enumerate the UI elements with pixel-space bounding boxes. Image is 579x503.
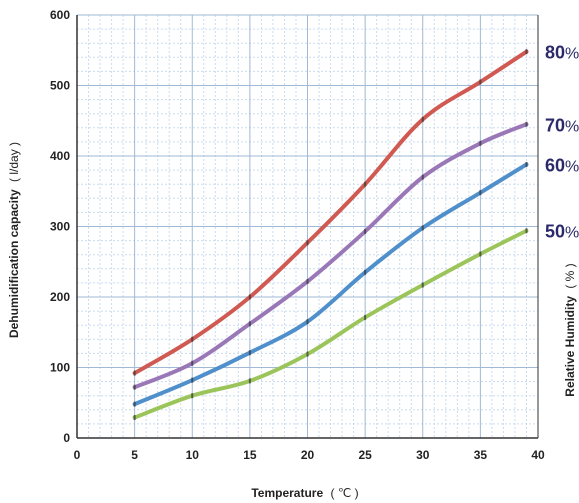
y-tick-label: 300 xyxy=(50,220,70,234)
series-point-50 xyxy=(479,251,482,257)
y-tick-label: 400 xyxy=(50,149,70,163)
series-point-80 xyxy=(479,79,482,85)
series-point-70 xyxy=(479,140,482,146)
y-axis-label: Dehumidification capacity xyxy=(7,189,21,338)
humidity-label-value: 60 xyxy=(545,155,565,175)
x-tick-label: 5 xyxy=(131,448,138,462)
y-tick-label: 100 xyxy=(50,361,70,375)
humidity-label-percent: % xyxy=(565,118,579,135)
series-point-60 xyxy=(364,269,367,275)
series-point-80 xyxy=(306,240,309,246)
humidity-label-value: 50 xyxy=(545,222,565,242)
x-tick-label: 40 xyxy=(531,448,545,462)
x-axis-title: Temperature ( ℃ ) xyxy=(251,486,358,500)
series-point-50 xyxy=(133,415,136,421)
y-axis-title: Dehumidification capacity ( l/day ) xyxy=(7,142,21,338)
x-tick-label: 30 xyxy=(416,448,430,462)
y-tick-label: 200 xyxy=(50,290,70,304)
series-line-50 xyxy=(132,228,529,420)
x-tick-label: 15 xyxy=(243,448,257,462)
humidity-labels: 80%70%60%50% xyxy=(545,43,579,242)
x-tick-label: 0 xyxy=(74,448,81,462)
series-point-70 xyxy=(191,360,194,366)
series-point-50 xyxy=(306,351,309,357)
humidity-label-percent: % xyxy=(565,225,579,242)
series-point-80 xyxy=(421,116,424,122)
series-point-50 xyxy=(248,378,251,384)
series-point-60 xyxy=(479,190,482,196)
humidity-label-80: 80% xyxy=(545,43,579,63)
x-tick-label: 20 xyxy=(301,448,315,462)
x-tick-label: 10 xyxy=(186,448,200,462)
humidity-label-percent: % xyxy=(565,158,579,175)
axes xyxy=(76,15,539,439)
series-point-80 xyxy=(248,294,251,300)
series-point-70 xyxy=(248,321,251,327)
humidity-label-value: 70 xyxy=(545,115,565,135)
series-point-70 xyxy=(421,174,424,180)
series-point-60 xyxy=(525,161,528,167)
series-line-80 xyxy=(132,49,529,376)
series-point-70 xyxy=(364,228,367,234)
series-point-50 xyxy=(525,228,528,234)
y-tick-label: 500 xyxy=(50,79,70,93)
series-lines xyxy=(132,49,529,420)
x-tick-label: 35 xyxy=(474,448,488,462)
series-point-60 xyxy=(191,377,194,383)
series-point-70 xyxy=(133,384,136,390)
series-markers xyxy=(133,49,528,421)
humidity-label-70: 70% xyxy=(545,115,579,135)
series-point-50 xyxy=(421,282,424,288)
series-line-70 xyxy=(132,122,529,390)
series-point-80 xyxy=(364,181,367,187)
humidity-label-50: 50% xyxy=(545,222,579,242)
y-tick-label: 600 xyxy=(50,8,70,22)
right-axis-unit: ( % ) xyxy=(563,263,577,288)
series-point-50 xyxy=(191,393,194,399)
humidity-label-percent: % xyxy=(565,46,579,63)
series-point-50 xyxy=(364,314,367,320)
series-point-60 xyxy=(248,350,251,356)
series-point-80 xyxy=(191,336,194,342)
y-axis-unit: ( l/day ) xyxy=(7,142,21,182)
series-point-70 xyxy=(525,121,528,127)
series-point-60 xyxy=(421,225,424,231)
series-point-60 xyxy=(306,319,309,325)
right-axis-label: Relative Humidity xyxy=(563,296,577,397)
x-axis-label: Temperature xyxy=(251,486,323,500)
x-tick-label: 25 xyxy=(358,448,372,462)
series-line-60 xyxy=(132,162,529,407)
humidity-label-value: 80 xyxy=(545,43,565,63)
humidity-label-60: 60% xyxy=(545,155,579,175)
series-point-70 xyxy=(306,278,309,284)
x-axis-unit: ( ℃ ) xyxy=(331,486,359,500)
series-point-80 xyxy=(525,49,528,55)
right-axis-title: Relative Humidity ( % ) xyxy=(563,263,577,396)
y-tick-label: 0 xyxy=(63,431,70,445)
series-point-60 xyxy=(133,401,136,407)
series-point-80 xyxy=(133,370,136,376)
